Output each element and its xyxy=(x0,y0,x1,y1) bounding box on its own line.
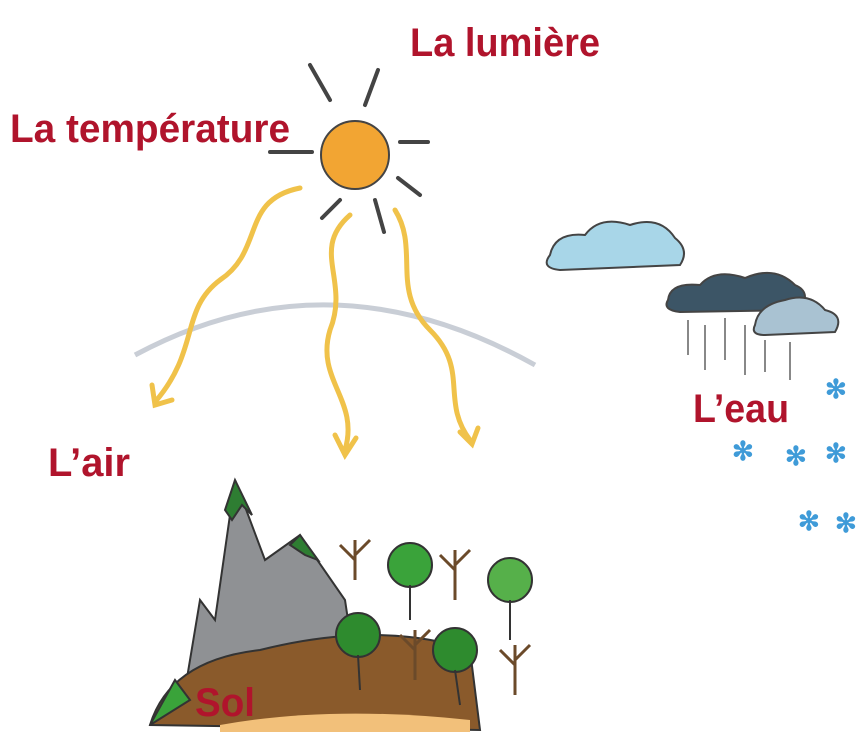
svg-text:✻: ✻ xyxy=(732,436,754,466)
label-soil: Sol xyxy=(195,681,255,725)
svg-text:✻: ✻ xyxy=(798,506,820,536)
svg-text:✻: ✻ xyxy=(825,374,847,404)
svg-text:✻: ✻ xyxy=(785,441,807,471)
svg-text:✻: ✻ xyxy=(835,508,857,538)
svg-text:✻: ✻ xyxy=(825,438,847,468)
diagram: ✻✻✻ ✻✻✻ La lumière La température L’air … xyxy=(0,0,857,738)
label-water: L’eau xyxy=(693,387,789,431)
label-temperature: La température xyxy=(10,107,290,151)
label-light: La lumière xyxy=(410,21,600,65)
label-air: L’air xyxy=(48,441,130,485)
sun xyxy=(270,65,428,232)
clouds xyxy=(547,222,839,335)
